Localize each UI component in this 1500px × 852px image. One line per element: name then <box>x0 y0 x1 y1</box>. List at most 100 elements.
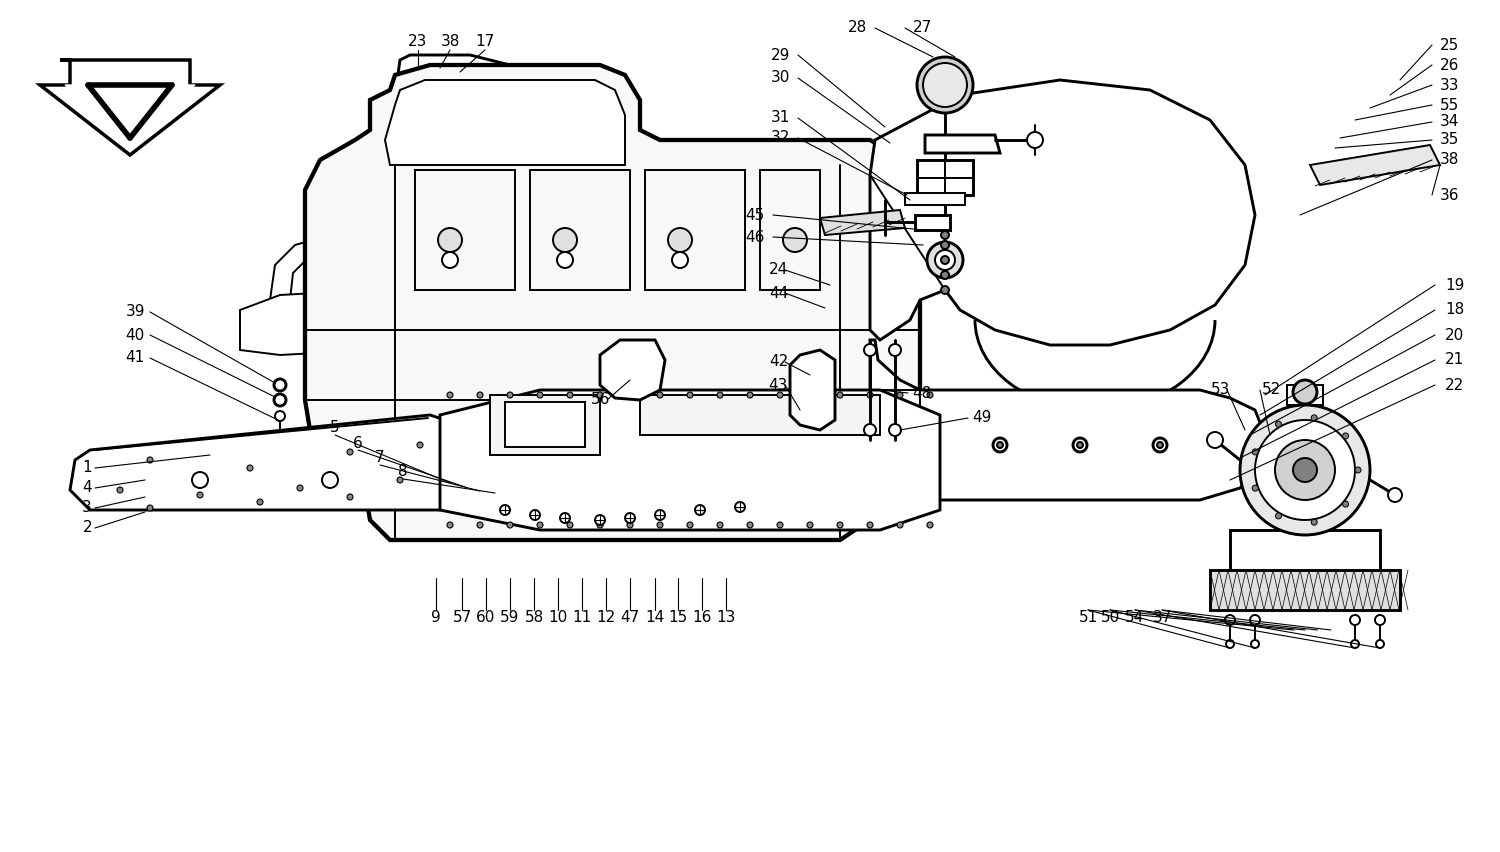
Text: 22: 22 <box>1444 377 1464 393</box>
Circle shape <box>556 252 573 268</box>
Text: 9: 9 <box>430 611 441 625</box>
Circle shape <box>777 522 783 528</box>
Text: 31: 31 <box>771 111 790 125</box>
Circle shape <box>537 522 543 528</box>
Circle shape <box>507 522 513 528</box>
Circle shape <box>567 392 573 398</box>
Circle shape <box>687 392 693 398</box>
Circle shape <box>297 485 303 491</box>
Polygon shape <box>290 254 363 342</box>
Text: 41: 41 <box>126 350 146 366</box>
Polygon shape <box>270 238 375 348</box>
Text: 56: 56 <box>591 393 610 407</box>
Circle shape <box>322 472 338 488</box>
Circle shape <box>1251 640 1258 648</box>
Circle shape <box>1293 458 1317 482</box>
Text: 28: 28 <box>847 20 867 36</box>
Text: 30: 30 <box>771 71 790 85</box>
Circle shape <box>940 271 950 279</box>
Circle shape <box>274 379 286 391</box>
Circle shape <box>837 392 843 398</box>
Circle shape <box>717 392 723 398</box>
Circle shape <box>1293 380 1317 404</box>
Polygon shape <box>870 340 1264 500</box>
Text: 52: 52 <box>1262 383 1281 398</box>
Text: 20: 20 <box>1444 327 1464 343</box>
Circle shape <box>940 241 950 249</box>
Text: 11: 11 <box>573 611 591 625</box>
Circle shape <box>934 250 956 270</box>
Circle shape <box>477 522 483 528</box>
Circle shape <box>657 392 663 398</box>
Text: 24: 24 <box>768 262 788 278</box>
Bar <box>916 160 974 195</box>
Text: 57: 57 <box>453 611 471 625</box>
Circle shape <box>596 515 604 525</box>
Circle shape <box>890 344 902 356</box>
Text: 4: 4 <box>82 481 92 496</box>
Circle shape <box>1350 615 1360 625</box>
Circle shape <box>560 513 570 523</box>
Circle shape <box>783 228 807 252</box>
Text: 38: 38 <box>1440 153 1460 168</box>
Polygon shape <box>64 78 195 138</box>
Circle shape <box>1252 485 1258 491</box>
Text: 55: 55 <box>1440 97 1460 112</box>
Circle shape <box>274 394 286 406</box>
Circle shape <box>567 522 573 528</box>
Text: 14: 14 <box>645 611 664 625</box>
Text: 59: 59 <box>501 611 519 625</box>
Circle shape <box>1311 415 1317 421</box>
Circle shape <box>626 513 634 523</box>
Circle shape <box>747 392 753 398</box>
Circle shape <box>442 252 458 268</box>
Text: 16: 16 <box>693 611 711 625</box>
Circle shape <box>656 510 664 520</box>
Circle shape <box>940 256 950 264</box>
Circle shape <box>147 505 153 511</box>
Text: 50: 50 <box>1101 611 1119 625</box>
Text: 33: 33 <box>1440 78 1460 93</box>
Text: 5: 5 <box>330 421 340 435</box>
Circle shape <box>717 522 723 528</box>
Text: 10: 10 <box>549 611 567 625</box>
Polygon shape <box>640 395 880 435</box>
Circle shape <box>927 392 933 398</box>
Text: 51: 51 <box>1078 611 1098 625</box>
Circle shape <box>1275 513 1281 519</box>
Circle shape <box>837 522 843 528</box>
Circle shape <box>864 424 876 436</box>
Circle shape <box>1354 467 1360 473</box>
Circle shape <box>1156 442 1162 448</box>
Text: 1: 1 <box>82 460 92 475</box>
Circle shape <box>477 392 483 398</box>
Circle shape <box>1275 440 1335 500</box>
Circle shape <box>554 228 578 252</box>
Circle shape <box>1376 615 1384 625</box>
Circle shape <box>1252 449 1258 455</box>
Bar <box>416 170 514 290</box>
Text: 39: 39 <box>126 304 146 320</box>
Circle shape <box>597 392 603 398</box>
Polygon shape <box>870 80 1256 345</box>
Circle shape <box>248 465 254 471</box>
Circle shape <box>417 442 423 448</box>
Circle shape <box>668 228 692 252</box>
Circle shape <box>346 449 352 455</box>
Circle shape <box>998 442 1004 448</box>
Polygon shape <box>240 290 555 360</box>
Circle shape <box>530 510 540 520</box>
Text: 32: 32 <box>771 130 790 146</box>
Circle shape <box>1311 519 1317 525</box>
Circle shape <box>346 494 352 500</box>
Circle shape <box>1256 420 1354 520</box>
Text: 43: 43 <box>768 377 788 393</box>
Circle shape <box>256 499 262 505</box>
Polygon shape <box>394 55 544 180</box>
Circle shape <box>940 286 950 294</box>
Text: 53: 53 <box>1210 383 1230 398</box>
Text: 48: 48 <box>912 385 932 400</box>
Polygon shape <box>386 80 626 165</box>
Bar <box>760 170 820 290</box>
Circle shape <box>627 522 633 528</box>
